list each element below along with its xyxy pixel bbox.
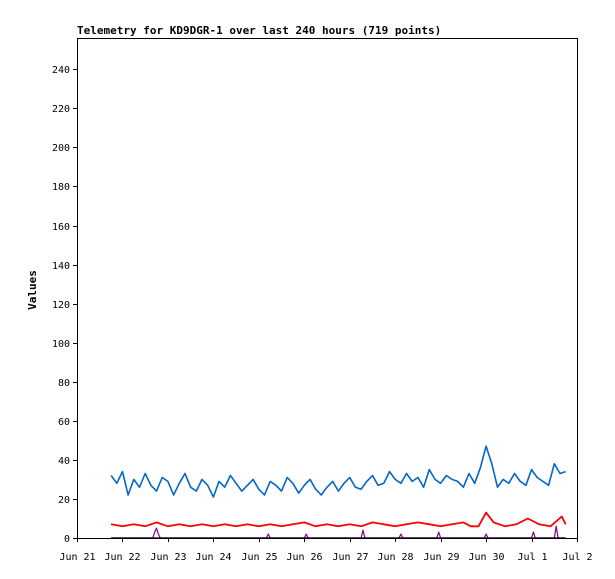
y-tick-label: 60 xyxy=(58,417,70,428)
y-tick-label: 240 xyxy=(52,65,70,76)
x-tick-label: Jun 25 xyxy=(241,552,277,563)
x-tick-label: Jun 26 xyxy=(286,552,322,563)
series-line-1 xyxy=(110,445,566,498)
y-tick-label: 20 xyxy=(58,495,70,506)
y-ticks: 0 20 40 60 80 100 120 140 160 180 200 220 240 xyxy=(52,65,77,545)
x-tick-label: Jun 27 xyxy=(332,552,368,563)
y-tick-label: 120 xyxy=(52,300,70,311)
x-tick-label: Jun 24 xyxy=(195,552,231,563)
y-axis-label: Values xyxy=(26,270,39,310)
y-tick-label: 160 xyxy=(52,222,70,233)
x-tick-label: Jun 29 xyxy=(423,552,459,563)
y-tick-label: 40 xyxy=(58,456,70,467)
y-tick-label: 200 xyxy=(52,143,70,154)
series-line-3 xyxy=(111,525,566,539)
y-tick-label: 0 xyxy=(64,534,70,545)
plot-frame xyxy=(77,38,578,539)
x-ticks: Jun 21 Jun 22 Jun 23 Jun 24 Jun 25 Jun 26 Jun … xyxy=(59,538,593,563)
y-tick-label: 80 xyxy=(58,378,70,389)
series-layer xyxy=(110,445,567,539)
x-tick-label: Jun 28 xyxy=(377,552,413,563)
series-line-2 xyxy=(110,511,567,528)
x-tick-label: Jul 1 xyxy=(517,552,547,563)
x-tick-label: Jun 30 xyxy=(468,552,504,563)
y-tick-label: 180 xyxy=(52,182,70,193)
x-tick-label: Jun 23 xyxy=(150,552,186,563)
y-tick-label: 220 xyxy=(52,104,70,115)
chart-title: Telemetry for KD9DGR-1 over last 240 hou… xyxy=(77,24,442,37)
x-tick-label: Jul 2 xyxy=(562,552,592,563)
y-tick-label: 100 xyxy=(52,339,70,350)
x-tick-label: Jun 22 xyxy=(104,552,140,563)
y-tick-label: 140 xyxy=(52,261,70,272)
x-tick-label: Jun 21 xyxy=(59,552,95,563)
